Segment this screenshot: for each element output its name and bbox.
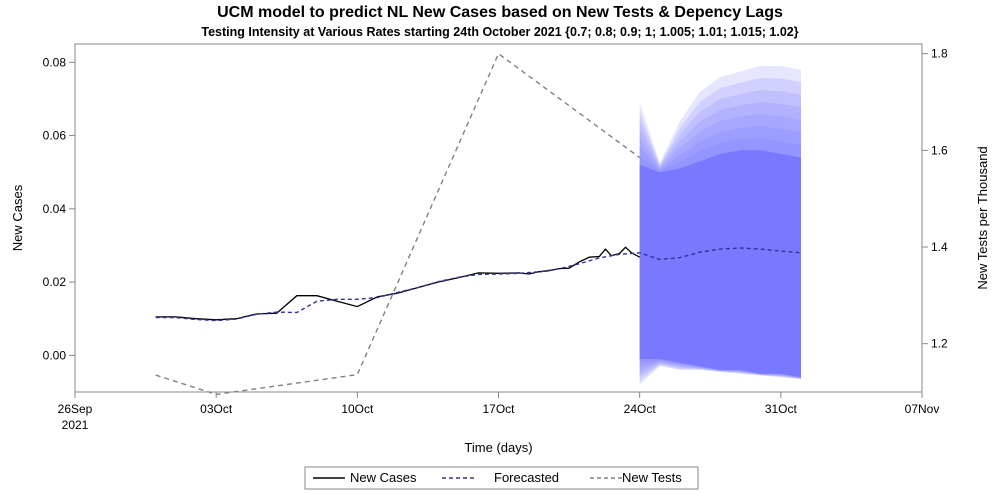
y-right-tick-label: 1.4 [931, 240, 948, 254]
x-tick-sublabel: 2021 [62, 418, 89, 432]
legend: New Cases Forecasted New Tests [304, 466, 699, 490]
legend-label: New Tests [622, 470, 682, 485]
legend-box [304, 466, 699, 490]
x-tick-label: 31Oct [765, 402, 798, 416]
x-tick-label: 07Nov [905, 402, 940, 416]
x-tick-label: 17Oct [482, 402, 515, 416]
legend-label: New Cases [350, 470, 417, 485]
x-tick-label: 10Oct [341, 402, 374, 416]
series-lines [155, 52, 802, 396]
y-left-tick-label: 0.06 [43, 129, 67, 143]
chart-subtitle: Testing Intensity at Various Rates start… [201, 25, 799, 39]
axes: 26Sep 2021 03Oct 10Oct 17Oct 24Oct 31Oct 07Nov 0… [43, 47, 948, 432]
y-left-tick-label: 0.04 [43, 202, 67, 216]
y-right-tick-label: 1.8 [931, 47, 948, 61]
y-right-tick-label: 1.6 [931, 143, 948, 157]
y-left-tick-label: 0.00 [43, 348, 67, 362]
x-tick-label: 26Sep [58, 402, 93, 416]
forecast-bands [639, 66, 801, 385]
series-line-new-cases [155, 246, 641, 321]
y-axis-right-label: New Tests per Thousand [975, 146, 990, 289]
x-axis-label: Time (days) [464, 440, 532, 455]
y-axis-left-label: New Cases [10, 184, 25, 251]
chart-title: UCM model to predict NL New Cases based … [217, 4, 783, 21]
y-left-tick-label: 0.08 [43, 55, 67, 69]
y-right-tick-label: 1.2 [931, 337, 948, 351]
y-left-tick-label: 0.02 [43, 275, 67, 289]
series-line-new-tests [155, 52, 641, 396]
series-line-forecasted [155, 247, 802, 322]
legend-label: Forecasted [494, 470, 559, 485]
x-tick-label: 24Oct [624, 402, 657, 416]
forecast-band [639, 150, 801, 378]
x-tick-label: 03Oct [200, 402, 233, 416]
